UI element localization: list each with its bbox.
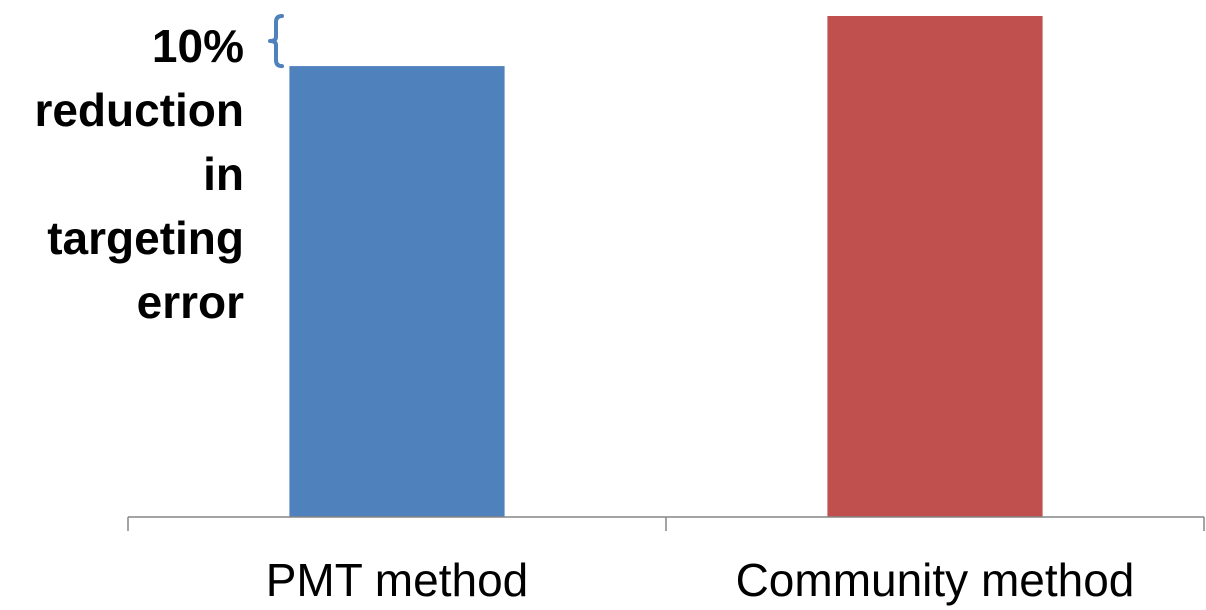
x-tick-label: Community method <box>736 554 1135 606</box>
reduction-bracket <box>268 14 284 69</box>
x-tick-label: PMT method <box>266 554 528 606</box>
reduction-annotation: 10% reduction in targeting error <box>34 20 244 328</box>
bar-pmt-method <box>289 66 505 517</box>
bar-community-method <box>827 16 1043 517</box>
bars-group <box>289 16 1043 517</box>
bracket-icon <box>268 14 284 69</box>
x-tick-labels: PMT method Community method <box>266 554 1135 606</box>
x-axis <box>127 516 1205 531</box>
